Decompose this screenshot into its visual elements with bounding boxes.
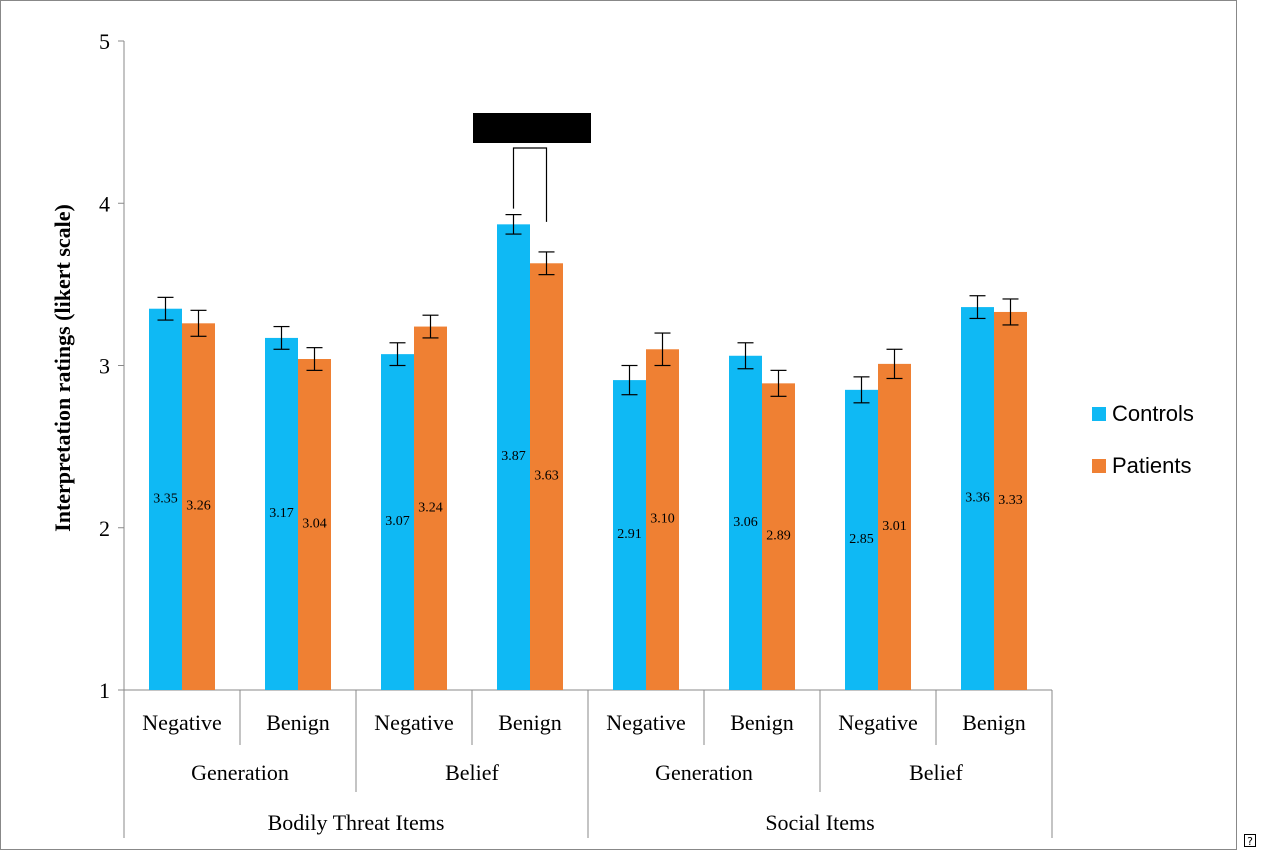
x-group-label: Belief (909, 760, 963, 785)
legend-item-patients: Patients (1092, 440, 1194, 492)
plot-area: 1 2 3 4 5 3.35 3.17 3.07 3.87 2.91 3.06 2.85 3.36 3.2… (99, 29, 1053, 838)
bar (414, 326, 447, 690)
y-tick-label: 3 (99, 354, 110, 379)
bar (149, 308, 182, 690)
bar (381, 354, 414, 690)
bar (994, 311, 1027, 690)
bar (497, 224, 530, 690)
data-label: 3.87 (501, 449, 526, 464)
legend-item-controls: Controls (1092, 388, 1194, 440)
x-tick-label: Benign (730, 710, 794, 735)
data-label: 3.10 (650, 512, 675, 527)
x-tick-label: Negative (838, 710, 917, 735)
x-group-label: Generation (655, 760, 753, 785)
bar (530, 263, 563, 690)
x-tick-label: Negative (606, 710, 685, 735)
redaction-box (473, 113, 591, 143)
bar (646, 349, 679, 690)
missing-glyph-icon: ? (1244, 834, 1256, 848)
x-group-label: Generation (191, 760, 289, 785)
bar (298, 359, 331, 690)
legend-label-controls: Controls (1112, 401, 1194, 426)
legend-label-patients: Patients (1112, 453, 1192, 478)
significance-bracket (512, 147, 548, 222)
data-label: 3.33 (998, 493, 1023, 508)
y-tick-label: 2 (99, 516, 110, 541)
data-label: 3.26 (186, 499, 211, 514)
x-tick-label: Benign (498, 710, 562, 735)
bar (878, 363, 911, 690)
bar (961, 307, 994, 690)
bar (845, 389, 878, 690)
x-supergroup-label: Bodily Threat Items (268, 810, 445, 835)
bar (729, 355, 762, 690)
y-axis-title: Interpretation ratings (likert scale) (50, 204, 75, 532)
x-tick-label: Benign (962, 710, 1026, 735)
legend: Controls Patients (1092, 388, 1194, 492)
data-label: 3.63 (534, 469, 559, 484)
data-label: 2.85 (849, 532, 874, 547)
x-tick-label: Negative (142, 710, 221, 735)
x-group-label: Belief (445, 760, 499, 785)
bar (762, 383, 795, 690)
x-supergroup-label: Social Items (765, 810, 874, 835)
data-label: 2.89 (766, 529, 791, 544)
data-label: 3.35 (153, 491, 178, 506)
data-label: 2.91 (617, 527, 642, 542)
data-label: 3.07 (385, 514, 410, 529)
x-tick-label: Benign (266, 710, 330, 735)
data-label: 3.24 (418, 500, 443, 515)
bar (182, 323, 215, 690)
legend-swatch-controls (1092, 407, 1106, 421)
data-label: 3.04 (302, 517, 327, 532)
y-tick-label: 1 (99, 678, 110, 703)
x-tick-label: Negative (374, 710, 453, 735)
y-tick-label: 4 (99, 191, 110, 216)
data-label: 3.17 (269, 506, 294, 521)
data-label: 3.01 (882, 519, 907, 534)
bar (265, 337, 298, 690)
data-label: 3.06 (733, 515, 758, 530)
y-tick-label: 5 (99, 29, 110, 54)
data-label: 3.36 (965, 491, 990, 506)
legend-swatch-patients (1092, 459, 1106, 473)
bar (613, 380, 646, 690)
